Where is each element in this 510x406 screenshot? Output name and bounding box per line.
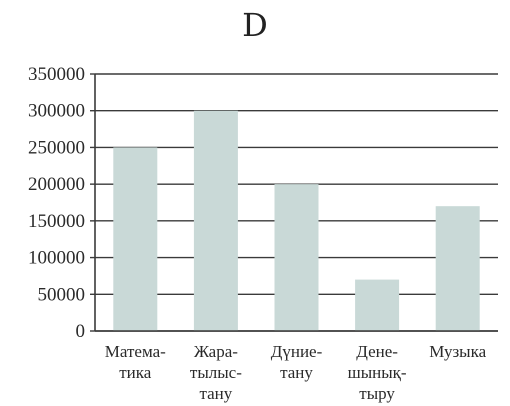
y-tick-label-4: 200000 [28,174,85,195]
x-tick-label-1: Жара-тылыс-тану [190,342,242,403]
y-tick-label-5: 250000 [28,137,85,158]
bar-3 [355,280,399,331]
y-tick-label-2: 100000 [28,248,85,269]
y-tick-label-3: 150000 [28,211,85,232]
bar-2 [275,184,319,331]
y-tick-label-6: 300000 [28,101,85,122]
y-tick-label-1: 50000 [38,284,86,305]
bar-1 [194,111,238,331]
x-tick-label-4: Музыка [429,342,486,361]
x-tick-label-0: Матема-тика [105,342,166,382]
bar-0 [113,147,157,331]
x-tick-label-3: Дене-шынық-тыру [348,342,407,403]
bar-4 [436,206,480,331]
y-tick-label-0: 0 [76,321,86,342]
y-tick-label-7: 350000 [28,64,85,85]
x-tick-label-2: Дүние-тану [271,342,323,382]
